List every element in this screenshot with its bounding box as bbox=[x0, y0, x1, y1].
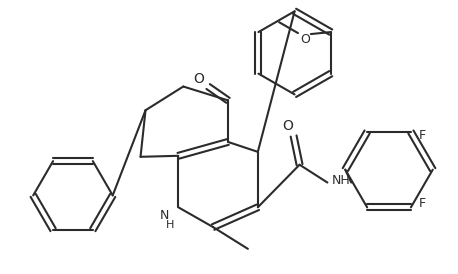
Text: H: H bbox=[166, 220, 174, 230]
Text: F: F bbox=[419, 197, 426, 210]
Text: O: O bbox=[282, 119, 293, 133]
Text: F: F bbox=[419, 129, 426, 142]
Text: N: N bbox=[160, 209, 169, 222]
Text: O: O bbox=[300, 33, 310, 45]
Text: NH: NH bbox=[332, 174, 351, 187]
Text: O: O bbox=[193, 72, 204, 85]
